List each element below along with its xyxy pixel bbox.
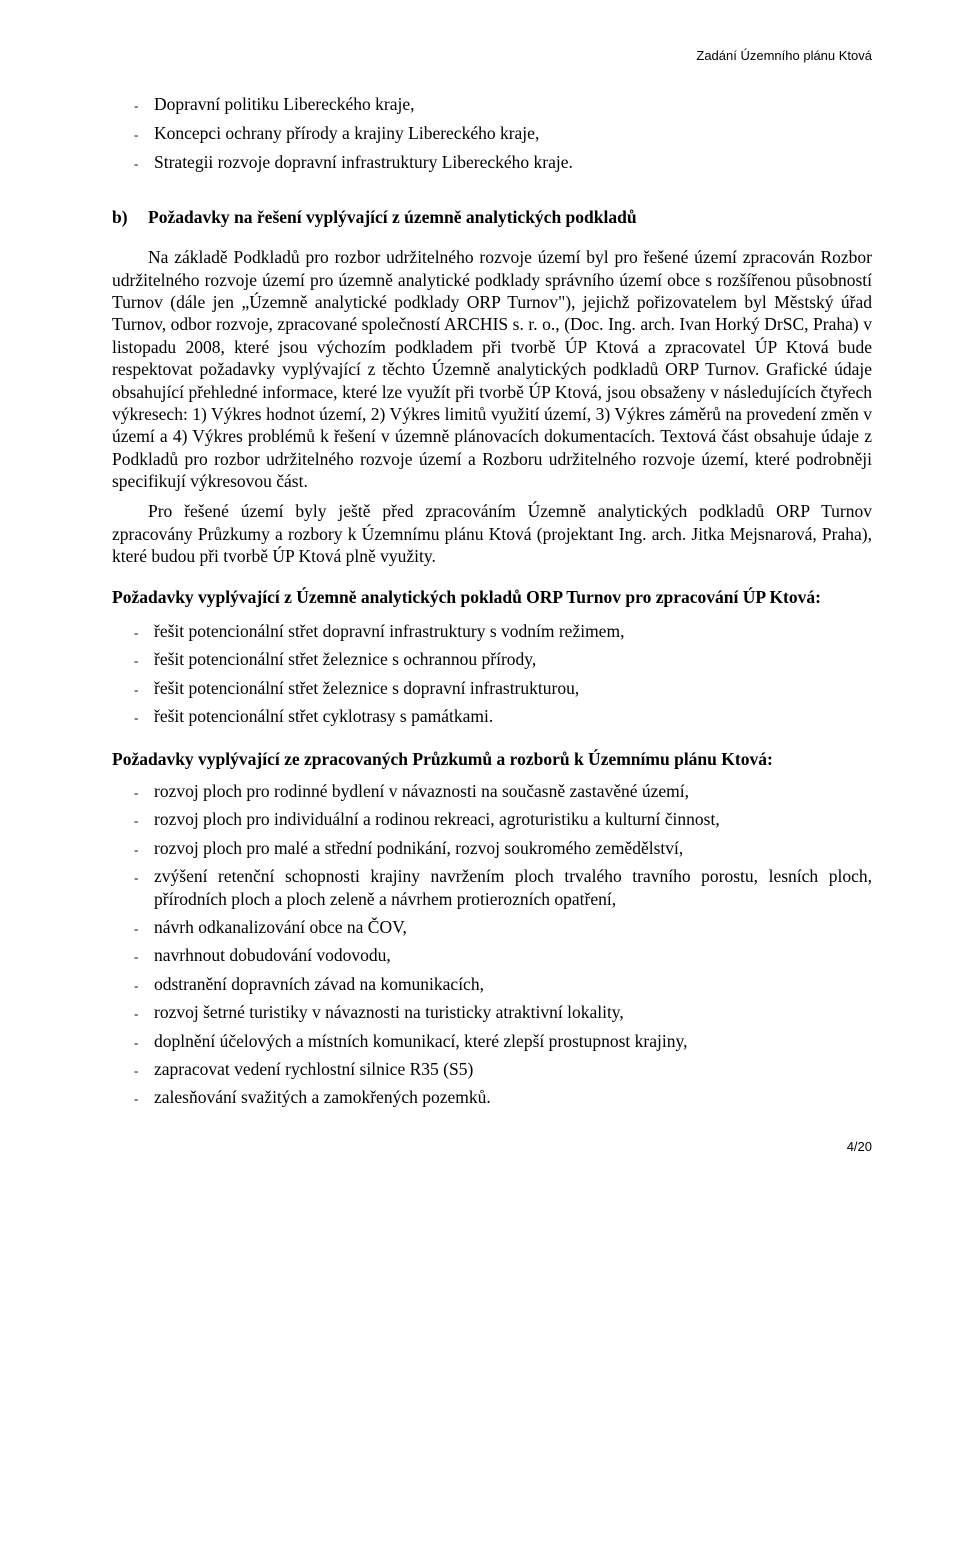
bullet-dash: - bbox=[134, 813, 154, 830]
list-item-text: Koncepci ochrany přírody a krajiny Liber… bbox=[154, 122, 872, 144]
list-item-text: řešit potencionální střet železnice s do… bbox=[154, 677, 872, 699]
bullet-dash: - bbox=[134, 1063, 154, 1080]
list-item: -zalesňování svažitých a zamokřených poz… bbox=[112, 1086, 872, 1108]
list-item: - Strategii rozvoje dopravní infrastrukt… bbox=[112, 151, 872, 173]
header-right: Zadání Územního plánu Ktová bbox=[112, 48, 872, 65]
bullet-dash: - bbox=[134, 710, 154, 727]
bullet-dash: - bbox=[134, 870, 154, 887]
bullet-dash: - bbox=[134, 682, 154, 699]
bullet-dash: - bbox=[134, 921, 154, 938]
list-item: -zvýšení retenční schopnosti krajiny nav… bbox=[112, 865, 872, 910]
section-b-para-1: Na základě Podkladů pro rozbor udržiteln… bbox=[112, 246, 872, 492]
list-item: -návrh odkanalizování obce na ČOV, bbox=[112, 916, 872, 938]
list-item-text: navrhnout dobudování vodovodu, bbox=[154, 944, 872, 966]
bullet-dash: - bbox=[134, 625, 154, 642]
list-item-text: rozvoj šetrné turistiky v návaznosti na … bbox=[154, 1001, 872, 1023]
bullet-dash: - bbox=[134, 949, 154, 966]
bullet-dash: - bbox=[134, 978, 154, 995]
page-number: 4/20 bbox=[112, 1139, 872, 1156]
list-item-text: návrh odkanalizování obce na ČOV, bbox=[154, 916, 872, 938]
req1-heading: Požadavky vyplývající z Územně analytick… bbox=[112, 586, 872, 608]
section-b-label: b) bbox=[112, 206, 148, 228]
list-item: -zapracovat vedení rychlostní silnice R3… bbox=[112, 1058, 872, 1080]
list-item: - Dopravní politiku Libereckého kraje, bbox=[112, 93, 872, 115]
list-item: -řešit potencionální střet cyklotrasy s … bbox=[112, 705, 872, 727]
list-item: -řešit potencionální střet dopravní infr… bbox=[112, 620, 872, 642]
section-b-heading: b) Požadavky na řešení vyplývající z úze… bbox=[112, 206, 872, 228]
list-item-text: řešit potencionální střet cyklotrasy s p… bbox=[154, 705, 872, 727]
list-item-text: rozvoj ploch pro malé a střední podnikán… bbox=[154, 837, 872, 859]
list-item-text: Dopravní politiku Libereckého kraje, bbox=[154, 93, 872, 115]
list-item-text: odstranění dopravních závad na komunikac… bbox=[154, 973, 872, 995]
bullet-dash: - bbox=[134, 785, 154, 802]
list-item-text: Strategii rozvoje dopravní infrastruktur… bbox=[154, 151, 872, 173]
list-item: -řešit potencionální střet železnice s o… bbox=[112, 648, 872, 670]
bullet-dash: - bbox=[134, 98, 154, 115]
list-item: -doplnění účelových a místních komunikac… bbox=[112, 1030, 872, 1052]
req2-heading: Požadavky vyplývající ze zpracovaných Pr… bbox=[112, 748, 872, 770]
section-b-title: Požadavky na řešení vyplývající z územně… bbox=[148, 206, 637, 228]
section-b-para-2: Pro řešené území byly ještě před zpracov… bbox=[112, 500, 872, 567]
bullet-dash: - bbox=[134, 156, 154, 173]
list-item-text: rozvoj ploch pro rodinné bydlení v návaz… bbox=[154, 780, 872, 802]
list-item: -rozvoj ploch pro malé a střední podniká… bbox=[112, 837, 872, 859]
list-item: -rozvoj ploch pro individuální a rodinou… bbox=[112, 808, 872, 830]
req2-list: -rozvoj ploch pro rodinné bydlení v náva… bbox=[112, 780, 872, 1109]
req1-list: -řešit potencionální střet dopravní infr… bbox=[112, 620, 872, 728]
bullet-dash: - bbox=[134, 127, 154, 144]
list-item-text: zapracovat vedení rychlostní silnice R35… bbox=[154, 1058, 872, 1080]
list-item-text: řešit potencionální střet dopravní infra… bbox=[154, 620, 872, 642]
bullet-dash: - bbox=[134, 842, 154, 859]
list-item-text: zalesňování svažitých a zamokřených poze… bbox=[154, 1086, 872, 1108]
list-item: -odstranění dopravních závad na komunika… bbox=[112, 973, 872, 995]
list-item-text: doplnění účelových a místních komunikací… bbox=[154, 1030, 872, 1052]
bullet-dash: - bbox=[134, 653, 154, 670]
list-item: -navrhnout dobudování vodovodu, bbox=[112, 944, 872, 966]
list-item-text: rozvoj ploch pro individuální a rodinou … bbox=[154, 808, 872, 830]
bullet-dash: - bbox=[134, 1006, 154, 1023]
list-item-text: řešit potencionální střet železnice s oc… bbox=[154, 648, 872, 670]
list-item: -řešit potencionální střet železnice s d… bbox=[112, 677, 872, 699]
list-item: -rozvoj šetrné turistiky v návaznosti na… bbox=[112, 1001, 872, 1023]
list-item-text: zvýšení retenční schopnosti krajiny navr… bbox=[154, 865, 872, 910]
list-item: -rozvoj ploch pro rodinné bydlení v náva… bbox=[112, 780, 872, 802]
list-item: - Koncepci ochrany přírody a krajiny Lib… bbox=[112, 122, 872, 144]
bullet-dash: - bbox=[134, 1035, 154, 1052]
bullet-dash: - bbox=[134, 1091, 154, 1108]
top-list: - Dopravní politiku Libereckého kraje, -… bbox=[112, 93, 872, 174]
